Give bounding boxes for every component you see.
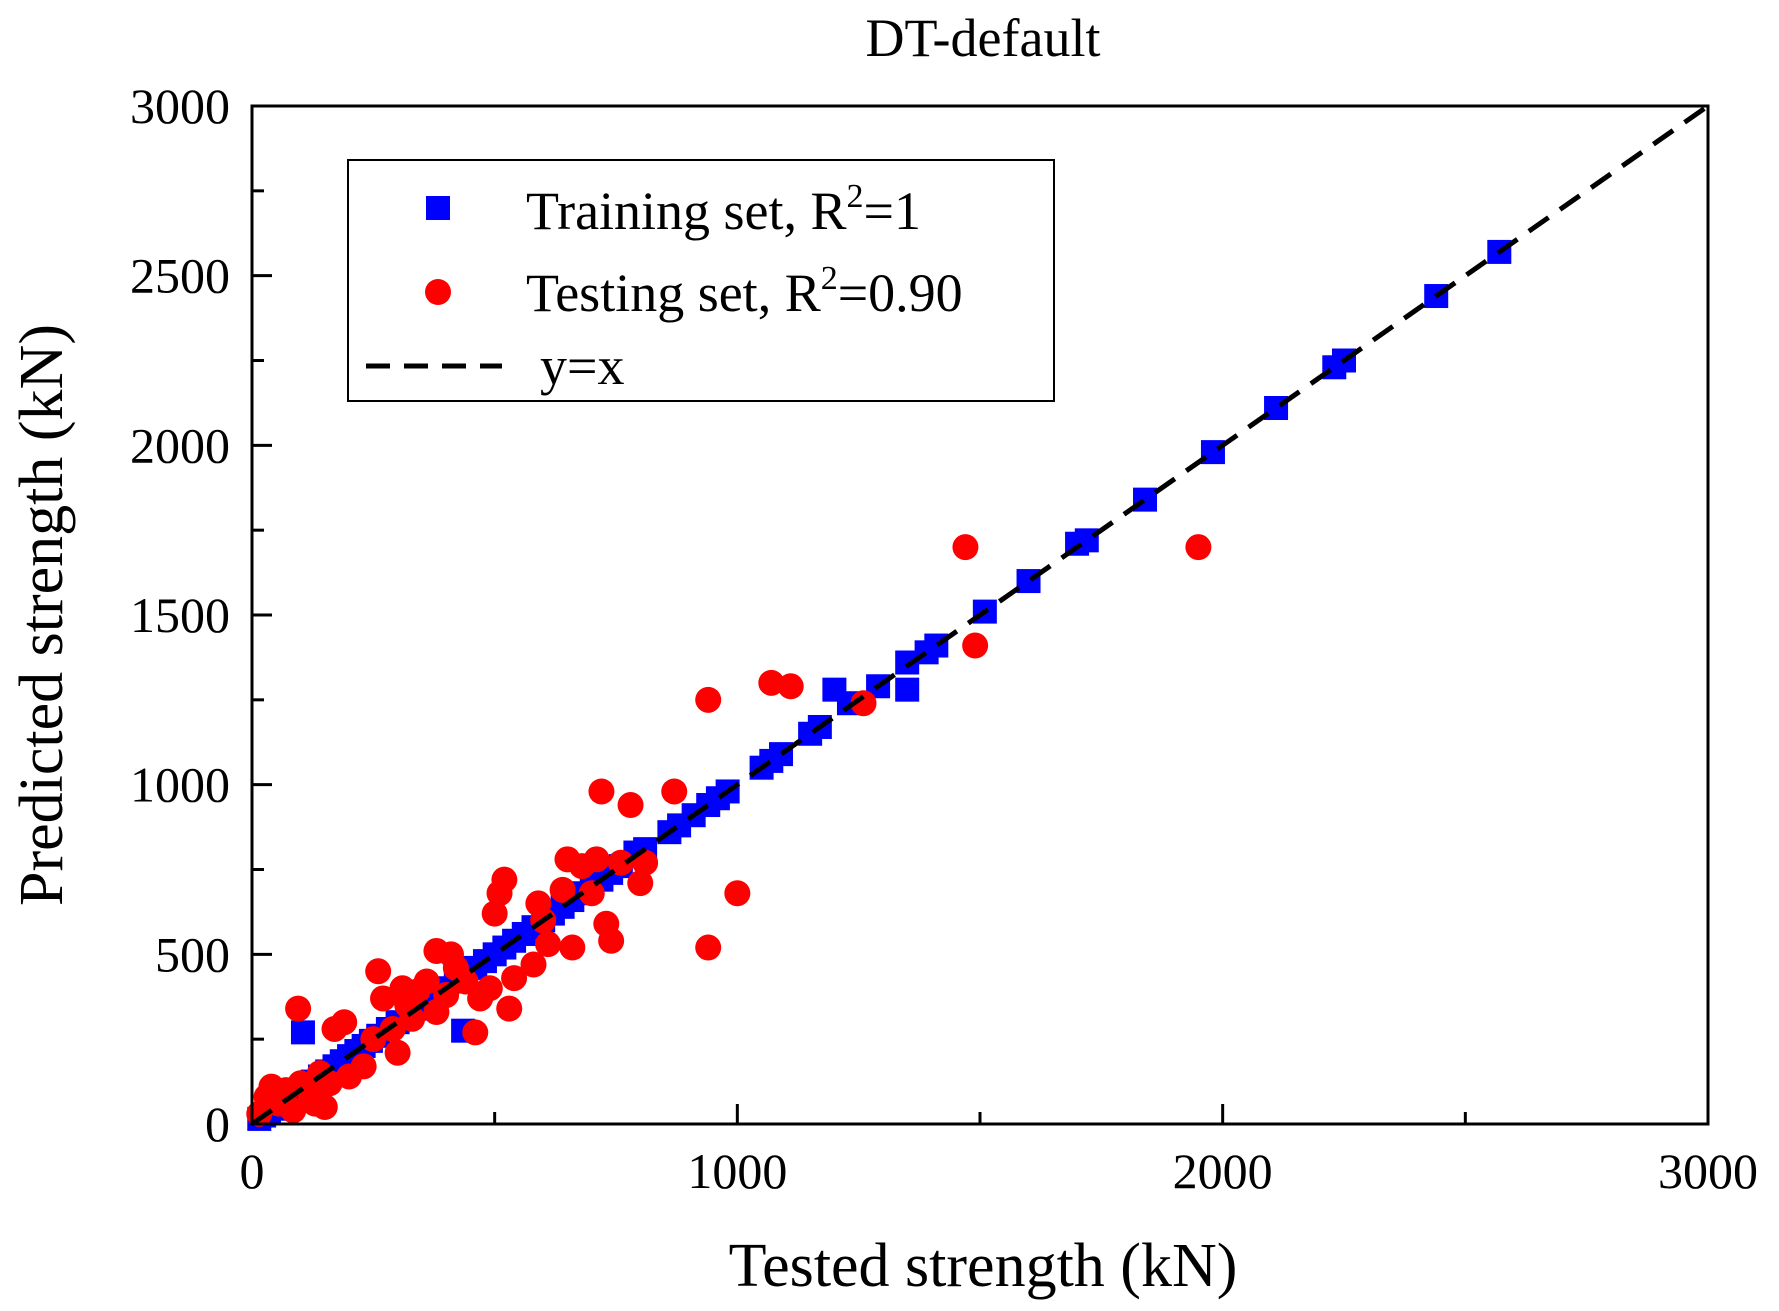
testing-point-51 [588,778,615,805]
legend-label-training: Training set, R2=1 [526,178,921,241]
testing-point-6 [285,995,312,1022]
testing-point-40 [501,965,528,992]
testing-point-14 [331,1009,358,1036]
y-axis-label: Predicted strength (kN) [8,324,76,906]
x-tick-label-1000: 1000 [687,1143,787,1199]
testing-point-32 [452,968,479,995]
testing-point-64 [850,690,877,717]
testing-point-50 [583,846,610,873]
x-axis-label: Tested strength (kN) [729,1232,1238,1300]
testing-point-47 [559,934,586,961]
legend-label-identity: y=x [540,336,624,396]
testing-point-55 [617,792,644,819]
y-tick-label-500: 500 [155,926,230,982]
testing-point-58 [661,778,688,805]
testing-point-53 [598,927,625,954]
testing-point-45 [549,876,576,903]
legend: Training set, R2=1 Testing set, R2=0.90 … [347,159,1055,402]
testing-point-35 [476,975,503,1002]
legend-training-suffix: =1 [864,181,921,241]
testing-point-20 [379,1015,406,1042]
legend-testing-text: Testing set, R [526,263,821,323]
testing-point-63 [777,673,804,700]
testing-point-21 [384,1039,411,1066]
x-tick-label-0: 0 [240,1143,265,1199]
testing-point-16 [350,1053,377,1080]
legend-box [347,159,1055,402]
testing-point-49 [578,880,605,907]
y-tick-label-1500: 1500 [130,587,230,643]
plot-marks [246,103,1710,1131]
training-point-8 [290,1020,315,1045]
y-tick-label-3000: 3000 [130,78,230,134]
y-tick-label-1000: 1000 [130,757,230,813]
testing-point-26 [413,968,440,995]
legend-testing-sup: 2 [821,260,838,297]
testing-point-67 [1185,534,1212,561]
x-tick-label-2000: 2000 [1173,1143,1273,1199]
testing-point-44 [535,931,562,958]
training-point-62 [895,677,920,702]
plot-frame [250,104,1710,1126]
chart-title: DT-default [866,8,1101,68]
y-tick-label-2500: 2500 [130,248,230,304]
x-tick-label-3000: 3000 [1658,1143,1758,1199]
testing-point-56 [627,870,654,897]
testing-point-61 [724,880,751,907]
testing-point-11 [311,1094,338,1121]
legend-training-sup: 2 [847,178,864,215]
testing-point-38 [491,866,518,893]
y-tick-label-2000: 2000 [130,417,230,473]
testing-point-41 [520,951,547,978]
testing-point-5 [280,1097,307,1124]
testing-point-65 [952,534,979,561]
testing-point-54 [607,849,634,876]
identity-line [250,103,1710,1127]
testing-point-24 [399,1005,426,1032]
testing-point-59 [695,934,722,961]
y-tick-label-0: 0 [205,1096,230,1152]
testing-point-36 [481,900,508,927]
legend-label-testing: Testing set, R2=0.90 [526,260,963,323]
testing-point-33 [462,1019,489,1046]
testing-point-29 [433,982,460,1009]
axis-ticks: 0 1000 2000 3000 0 500 1000 1500 2000 2500 3000 [130,78,1758,1199]
testing-point-66 [962,632,989,659]
testing-point-62 [758,669,785,696]
testing-point-60 [695,686,722,713]
testing-point-18 [365,958,392,985]
legend-testing-suffix: =0.90 [838,263,963,323]
legend-training-text: Training set, R [526,181,847,241]
testing-point-39 [496,995,523,1022]
testing-point-19 [370,985,397,1012]
legend-marker-training [426,196,450,220]
legend-marker-testing [425,279,451,305]
